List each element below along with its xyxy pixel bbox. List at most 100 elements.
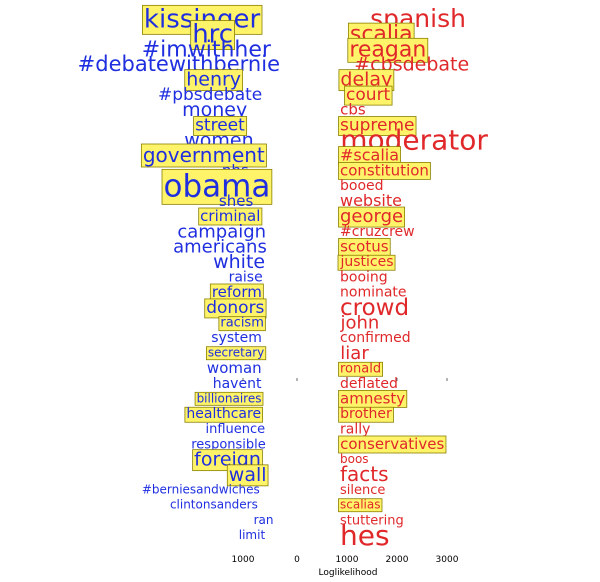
- word-scotus-group: scotus: [338, 237, 391, 256]
- word-label: website: [340, 191, 402, 210]
- word-label: hes: [340, 519, 390, 552]
- x-tick-label: 0: [294, 555, 300, 565]
- word-money-group: money: [182, 99, 247, 121]
- word-label: cbs: [340, 101, 366, 119]
- word-rally-group: rally: [340, 421, 370, 437]
- word-scalias-group: scalias: [338, 498, 383, 513]
- word-ronald-group: ronald: [338, 361, 383, 377]
- word-delay-group: delay: [338, 69, 395, 92]
- word-white-group: white: [213, 251, 265, 273]
- word-john-group: john: [340, 312, 380, 333]
- word-label: healthcare: [186, 406, 261, 422]
- word-billionaires-group: billionaires: [194, 391, 264, 406]
- word-label: campaign: [177, 221, 266, 242]
- word-amnesty-group: amnesty: [338, 389, 408, 408]
- word-label: #pbsdebate: [158, 85, 262, 105]
- word-label: secretary: [208, 346, 264, 360]
- word-donors-group: donors: [204, 298, 267, 319]
- word-highlight-box: [347, 37, 429, 63]
- word-label: henry: [186, 69, 241, 91]
- word-label: liar: [340, 343, 369, 364]
- x-axis: 1000 0 1000 2000 3000: [232, 378, 459, 565]
- word-label: #scalia: [340, 146, 399, 165]
- x-tick-label: 3000: [436, 555, 459, 565]
- word-label: booing: [340, 269, 388, 285]
- x-axis-label: Loglikelihood: [319, 568, 378, 578]
- word-berniesandwiches-group: #berniesandwiches: [142, 483, 260, 497]
- word-label: ronald: [340, 361, 381, 376]
- word-cbs-group: cbs: [340, 101, 366, 119]
- word-label: deflated: [340, 376, 398, 392]
- word-label: reform: [212, 283, 262, 301]
- word-hes-group: hes: [340, 519, 390, 552]
- word-government-group: government: [140, 143, 267, 168]
- word-label: crowd: [340, 295, 409, 321]
- word-label: scalias: [340, 498, 380, 512]
- word-label: raise: [229, 269, 263, 285]
- word-justices-group: justices: [337, 254, 396, 271]
- word-label: amnesty: [340, 389, 405, 407]
- word-label: boos: [340, 452, 369, 466]
- word-label: silence: [340, 483, 385, 498]
- word-limit-group: limit: [239, 528, 266, 542]
- word-havent-group: havent: [213, 376, 262, 392]
- word-highlight-box: [198, 207, 263, 226]
- word-label: woman: [207, 359, 262, 377]
- word-label: wall: [229, 464, 267, 486]
- word-deflated-group: deflated: [340, 376, 398, 392]
- word-label: billionaires: [197, 391, 262, 405]
- word-label: influence: [205, 422, 265, 437]
- word-label: john: [340, 312, 380, 333]
- word-clintonsanders-group: clintonsanders: [170, 498, 258, 512]
- word-highlight-box: [338, 361, 383, 377]
- word-label: government: [143, 143, 265, 167]
- word-label: limit: [239, 528, 266, 542]
- word-facts-group: facts: [340, 462, 389, 486]
- word-label: shes: [219, 192, 254, 210]
- word-website-group: website: [340, 191, 402, 210]
- word-highlight-box: [337, 254, 396, 271]
- word-label: george: [340, 206, 403, 227]
- word-label: #cruzcrew: [340, 224, 415, 240]
- word-label: delay: [340, 69, 392, 91]
- word-conservatives-group: conservatives: [338, 435, 447, 454]
- word-cruzcrew-group: #cruzcrew: [340, 224, 415, 240]
- word-label: system: [211, 330, 262, 346]
- word-nominate-group: nominate: [340, 285, 407, 301]
- x-tick-label: 1000: [232, 555, 255, 565]
- word-booed-group: booed: [340, 178, 384, 194]
- word-label: facts: [340, 462, 389, 486]
- word-label: rally: [340, 421, 370, 437]
- word-shes-group: shes: [219, 192, 254, 210]
- word-label: supreme: [340, 116, 415, 136]
- word-highlight-box: [140, 143, 267, 168]
- word-confirmed-group: confirmed: [340, 330, 411, 346]
- word-henry-group: henry: [184, 69, 243, 92]
- word-label: justices: [340, 254, 394, 270]
- x-tick-label: 1000: [336, 555, 359, 565]
- word-label: criminal: [200, 207, 260, 225]
- word-label: responsible: [191, 437, 266, 452]
- word-label: booed: [340, 178, 384, 194]
- word-label: reagan: [349, 37, 426, 62]
- word-label: americans: [173, 236, 267, 257]
- word-highlight-box: [205, 346, 267, 361]
- word-secretary-group: secretary: [205, 346, 267, 361]
- word-boos-group: boos: [340, 452, 369, 466]
- word-highlight-box: [338, 435, 447, 454]
- word-system-group: system: [211, 330, 262, 346]
- word-highlight-box: [344, 85, 393, 106]
- word-label: nominate: [340, 285, 407, 301]
- word-label: confirmed: [340, 330, 411, 346]
- word-highlight-box: [338, 406, 394, 423]
- word-label: brother: [340, 406, 392, 422]
- word-highlight-box: [218, 316, 266, 332]
- word-racism-group: racism: [218, 316, 266, 332]
- word-brother-group: brother: [338, 406, 394, 423]
- word-highlight-box: [184, 69, 243, 92]
- word-label: havent: [213, 376, 262, 392]
- word-george-group: george: [338, 206, 406, 228]
- word-label: ran: [254, 513, 274, 527]
- word-liar-group: liar: [340, 343, 369, 364]
